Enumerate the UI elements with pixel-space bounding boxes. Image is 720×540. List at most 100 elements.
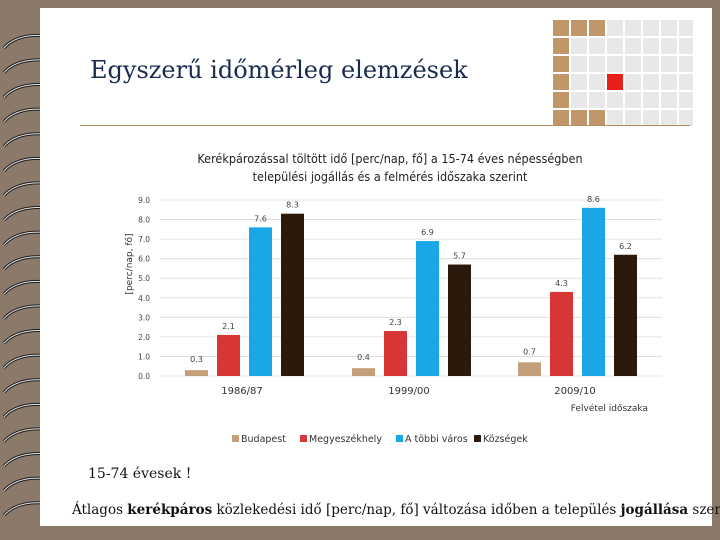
grid-cell [571, 74, 587, 90]
grid-cell [643, 110, 659, 126]
grid-cell [661, 38, 677, 54]
decorative-grid [553, 20, 693, 126]
y-tick-label: 4.0 [138, 294, 150, 303]
y-axis-label: [perc/nap, fő] [125, 233, 135, 294]
bar [352, 368, 375, 376]
grid-cell [553, 38, 569, 54]
y-tick-label: 9.0 [138, 196, 150, 205]
grid-cell [679, 74, 693, 90]
y-tick-label: 8.0 [138, 216, 150, 225]
bar [518, 362, 541, 376]
grid-cell [589, 92, 605, 108]
bar [384, 331, 407, 376]
legend-label: Községek [483, 434, 528, 445]
legend-swatch [300, 435, 307, 442]
grid-cell [553, 110, 569, 126]
grid-cell [661, 92, 677, 108]
grid-cell [643, 74, 659, 90]
grid-cell [679, 20, 693, 36]
grid-cell [643, 92, 659, 108]
legend-label: A többi város [405, 434, 468, 445]
data-label: 0.4 [357, 353, 370, 362]
grid-cell [589, 38, 605, 54]
grid-cell [643, 56, 659, 72]
grid-cell [661, 110, 677, 126]
y-tick-label: 2.0 [138, 333, 150, 342]
caption-part-3: közlekedési idő [perc/nap, fő] változása… [212, 502, 621, 518]
legend-label: Budapest [241, 434, 286, 445]
y-tick-label: 3.0 [138, 313, 150, 322]
data-label: 8.6 [587, 195, 600, 204]
grid-cell [661, 74, 677, 90]
data-label: 2.3 [389, 318, 402, 327]
caption-part-5: szerint [692, 502, 720, 518]
x-tick-label: 1986/87 [221, 386, 263, 397]
chart-title-line-2: települési jogállás és a felmérés idősza… [252, 169, 528, 184]
data-label: 8.3 [286, 201, 299, 210]
chart-title: Kerékpározással töltött idő [perc/nap, f… [140, 150, 640, 186]
page-title: Egyszerű időmérleg elemzések [90, 56, 468, 84]
caption: Átlagos kerékpáros közlekedési idő [perc… [72, 502, 720, 518]
legend-item: Községek [474, 434, 528, 445]
bar [185, 370, 208, 376]
grid-cell [625, 110, 641, 126]
legend-swatch [396, 435, 403, 442]
grid-cell [607, 110, 623, 126]
title-divider [80, 125, 690, 126]
bar [249, 227, 272, 376]
grid-cell [625, 20, 641, 36]
grid-cell [625, 56, 641, 72]
grid-cell [571, 56, 587, 72]
grid-cell [607, 74, 623, 90]
y-tick-label: 7.0 [138, 235, 150, 244]
data-label: 6.2 [619, 242, 632, 251]
grid-cell [589, 20, 605, 36]
bar [217, 334, 240, 376]
grid-cell [607, 38, 623, 54]
grid-cell [625, 38, 641, 54]
legend-label: Megyeszékhely [309, 434, 382, 445]
grid-cell [553, 92, 569, 108]
y-tick-label: 1.0 [138, 352, 150, 361]
grid-cell [553, 74, 569, 90]
caption-part-4: jogállása [620, 502, 689, 518]
grid-cell [571, 38, 587, 54]
x-tick-label: 2009/10 [554, 386, 596, 397]
grid-cell [589, 74, 605, 90]
legend-swatch [474, 435, 481, 442]
bar [281, 213, 304, 376]
grid-cell [589, 56, 605, 72]
bar [614, 254, 637, 376]
grid-cell [589, 110, 605, 126]
grid-cell [643, 20, 659, 36]
grid-cell [679, 92, 693, 108]
bar [582, 207, 605, 376]
data-label: 4.3 [555, 279, 568, 288]
legend-swatch [232, 435, 239, 442]
bar [416, 241, 439, 376]
y-tick-label: 0.0 [138, 372, 150, 381]
grid-cell [679, 110, 693, 126]
data-label: 0.7 [523, 347, 536, 356]
grid-cell [553, 56, 569, 72]
bar [448, 264, 471, 376]
caption-part-1: Átlagos [72, 502, 128, 518]
chart-title-line-1: Kerékpározással töltött idő [perc/nap, f… [197, 151, 583, 166]
grid-cell [571, 92, 587, 108]
grid-cell [571, 20, 587, 36]
grid-cell [625, 92, 641, 108]
grid-cell [607, 20, 623, 36]
data-label: 5.7 [453, 252, 466, 261]
grid-cell [679, 56, 693, 72]
data-label: 0.3 [190, 355, 203, 364]
x-axis-label: Felvétel időszaka [571, 403, 648, 414]
grid-cell [625, 74, 641, 90]
data-label: 7.6 [254, 214, 267, 223]
x-tick-label: 1999/00 [388, 386, 430, 397]
grid-cell [679, 38, 693, 54]
y-tick-label: 5.0 [138, 274, 150, 283]
grid-cell [571, 110, 587, 126]
bar [550, 291, 573, 376]
grid-cell [553, 20, 569, 36]
